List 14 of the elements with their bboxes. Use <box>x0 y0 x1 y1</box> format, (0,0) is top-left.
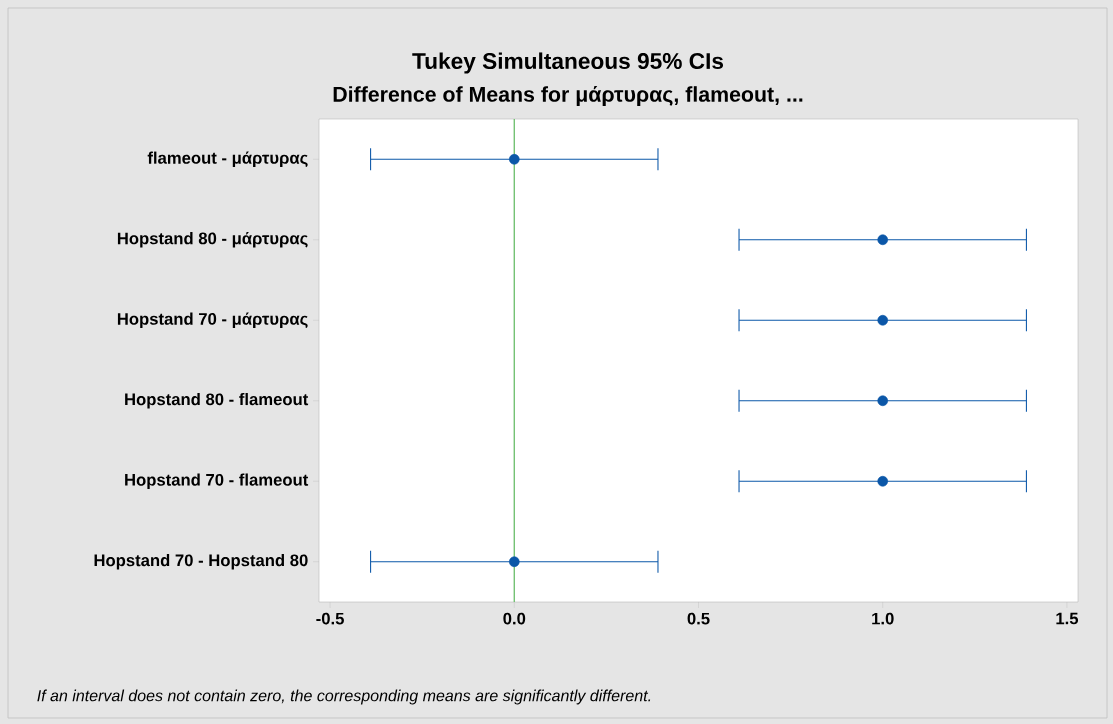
y-tick-label: Hopstand 70 - Hopstand 80 <box>94 553 308 570</box>
x-tick-label: 1.5 <box>1056 612 1079 625</box>
text: If an interval does not contain zero, the corresponding means are significantly different. <box>37 689 651 705</box>
x-tick-label: 0.5 <box>687 612 710 625</box>
y-tick-label: Hopstand 80 - flameout <box>125 392 309 409</box>
y-tick-label: Hopstand 70 - μάρτυρας <box>117 312 308 329</box>
chart-subtitle: Difference of Means for μάρτυρας, flameout, ... <box>333 85 803 107</box>
x-tick-label: -0.5 <box>316 612 344 625</box>
chart-title: Tukey Simultaneous 95% CIs <box>412 52 724 74</box>
y-tick-label: Hopstand 70 - flameout <box>125 473 309 490</box>
y-tick-label: flameout - μάρτυρας <box>147 151 308 168</box>
x-tick-label: 0.0 <box>503 612 526 625</box>
x-tick-label: 1.0 <box>872 612 894 625</box>
y-tick-label: Hopstand 80 - μάρτυρας <box>117 231 308 248</box>
